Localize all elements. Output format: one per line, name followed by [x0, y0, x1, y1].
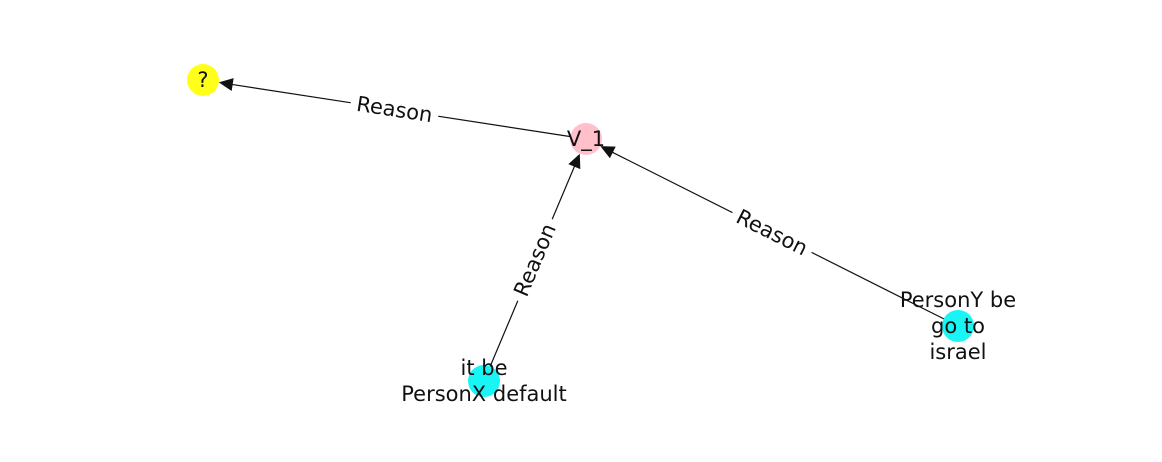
edge-label: Reason	[509, 220, 561, 300]
edge-v1-to-q: Reason	[218, 78, 587, 140]
edge-label-background	[348, 89, 441, 130]
node-label-y-line-3: israel	[929, 340, 986, 364]
node-q	[187, 64, 219, 96]
arrow-head	[218, 78, 234, 91]
arrow-head	[600, 146, 616, 159]
node-label-y-line-1: PersonY be	[900, 288, 1016, 312]
arrow-head	[568, 153, 581, 170]
node-label-x-line-1: it be	[461, 356, 508, 380]
node-x	[468, 365, 500, 397]
node-y	[942, 310, 974, 342]
node-label-v1-line-1: V_1	[567, 127, 605, 152]
node-label-q-line-1: ?	[197, 68, 208, 92]
node-v1	[570, 123, 602, 155]
edge-label-group: Reason	[348, 89, 441, 130]
edge-label-group: Reason	[505, 214, 565, 306]
edge-label-group: Reason	[726, 201, 818, 264]
node-label-y-line-2: go to	[931, 314, 985, 338]
edge-x-to-v1: Reason	[483, 153, 581, 382]
node-label-x-line-2: PersonX default	[401, 382, 567, 406]
edge-label-background	[505, 214, 565, 306]
nodes-layer	[187, 64, 974, 397]
edge-label-background	[726, 201, 818, 264]
